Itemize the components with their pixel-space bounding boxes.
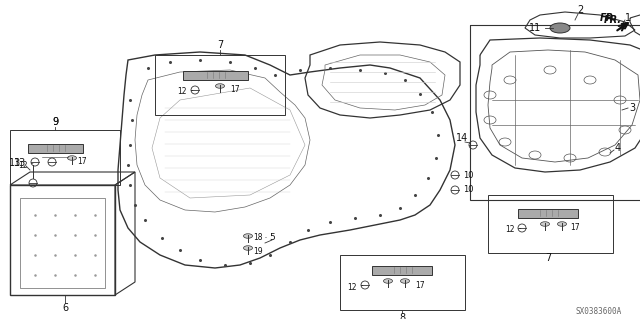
Text: 5: 5: [269, 233, 275, 241]
Ellipse shape: [216, 84, 225, 88]
Bar: [372, 266, 432, 275]
Text: 2: 2: [577, 5, 583, 15]
Text: 19: 19: [253, 248, 263, 256]
Ellipse shape: [243, 234, 253, 238]
Text: -: -: [265, 235, 267, 241]
Text: 4: 4: [615, 143, 621, 153]
Text: -: -: [191, 87, 193, 93]
Text: 9: 9: [52, 117, 58, 127]
Text: 11: 11: [529, 23, 541, 33]
Text: 9: 9: [52, 117, 58, 127]
Bar: [470, 25, 640, 200]
Text: 8: 8: [399, 313, 405, 319]
Text: FR.: FR.: [604, 15, 622, 25]
Text: 12: 12: [505, 226, 515, 234]
Text: SX0383600A: SX0383600A: [575, 308, 621, 316]
Text: 17: 17: [570, 224, 580, 233]
Text: FR.: FR.: [600, 13, 618, 23]
Ellipse shape: [541, 222, 550, 226]
Text: 6: 6: [62, 303, 68, 313]
Ellipse shape: [401, 279, 410, 283]
Ellipse shape: [557, 222, 566, 226]
Bar: [155, 55, 285, 115]
Bar: [340, 255, 465, 310]
Text: 13: 13: [9, 158, 21, 168]
Bar: [518, 209, 578, 218]
Text: 14: 14: [456, 133, 468, 143]
Bar: [20, 198, 105, 288]
Ellipse shape: [243, 246, 253, 250]
Text: 10: 10: [463, 170, 473, 180]
Text: 13: 13: [14, 158, 26, 168]
Text: 17: 17: [230, 85, 240, 94]
Text: 12: 12: [19, 160, 28, 169]
Bar: [183, 71, 248, 80]
Text: 18: 18: [253, 234, 263, 242]
Text: 7: 7: [217, 40, 223, 50]
Bar: [28, 144, 83, 153]
Text: -: -: [31, 160, 33, 166]
Ellipse shape: [67, 156, 77, 160]
Text: -: -: [361, 282, 364, 288]
Text: 12: 12: [348, 283, 356, 292]
Ellipse shape: [550, 23, 570, 33]
Text: -: -: [519, 225, 521, 231]
Text: 10: 10: [463, 186, 473, 195]
Text: 3: 3: [629, 103, 635, 113]
Text: 17: 17: [415, 280, 425, 290]
Bar: [10, 130, 120, 185]
Text: 12: 12: [177, 87, 187, 97]
Bar: [488, 195, 613, 253]
Ellipse shape: [383, 279, 392, 283]
Text: 7: 7: [545, 253, 551, 263]
Text: 1: 1: [625, 13, 631, 23]
Text: 17: 17: [77, 158, 87, 167]
